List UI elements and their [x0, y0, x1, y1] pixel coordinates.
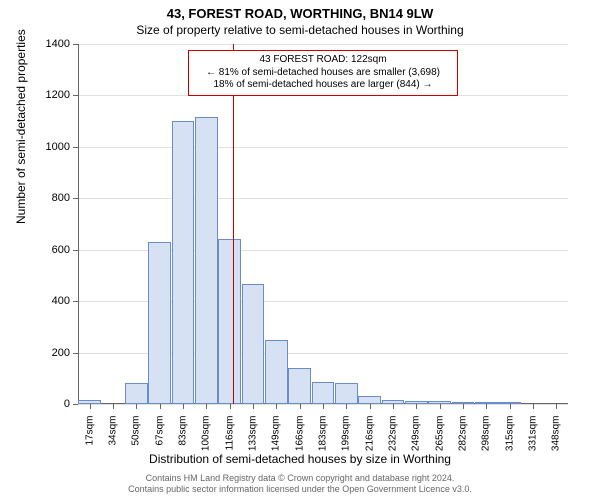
x-tick-mark [206, 404, 207, 409]
histogram-bar [265, 340, 288, 404]
x-tick-mark [393, 404, 394, 409]
x-tick-mark [463, 404, 464, 409]
histogram-bar [358, 396, 381, 404]
footer-line-1: Contains HM Land Registry data © Crown c… [0, 473, 600, 485]
x-tick-mark [416, 404, 417, 409]
chart-title-main: 43, FOREST ROAD, WORTHING, BN14 9LW [0, 0, 600, 21]
histogram-bar [288, 368, 311, 404]
y-tick-label: 800 [52, 192, 70, 204]
x-tick-label: 116sqm [224, 416, 235, 451]
x-tick-mark [90, 404, 91, 409]
x-tick-label: 232sqm [388, 416, 399, 452]
x-axis-label: Distribution of semi-detached houses by … [0, 452, 600, 466]
x-tick-mark [486, 404, 487, 409]
x-tick-label: 216sqm [364, 416, 375, 452]
gridline-h [78, 198, 568, 199]
x-tick-label: 166sqm [294, 416, 305, 452]
x-tick-mark [136, 404, 137, 409]
y-axis-label: Number of semi-detached properties [14, 29, 28, 224]
gridline-h [78, 95, 568, 96]
callout-line-2: ← 81% of semi-detached houses are smalle… [195, 67, 451, 80]
histogram-bar [125, 383, 148, 404]
y-tick-label: 1000 [46, 141, 70, 153]
x-tick-mark [346, 404, 347, 409]
gridline-h [78, 147, 568, 148]
histogram-bar [218, 239, 241, 404]
x-tick-label: 133sqm [248, 416, 259, 452]
histogram-bar [172, 121, 195, 404]
x-tick-label: 50sqm [131, 416, 142, 446]
x-tick-mark [510, 404, 511, 409]
histogram-bar [148, 242, 171, 404]
x-tick-label: 17sqm [84, 416, 95, 446]
x-tick-label: 67sqm [154, 416, 165, 446]
x-tick-mark [370, 404, 371, 409]
y-tick-label: 400 [52, 295, 70, 307]
x-tick-label: 315sqm [504, 416, 515, 452]
histogram-bar [242, 284, 265, 404]
y-tick-label: 600 [52, 244, 70, 256]
y-tick-mark [73, 404, 78, 405]
x-tick-mark [300, 404, 301, 409]
gridline-h [78, 44, 568, 45]
y-tick-label: 200 [52, 347, 70, 359]
callout-line-1: 43 FOREST ROAD: 122sqm [195, 54, 451, 67]
footer-attribution: Contains HM Land Registry data © Crown c… [0, 473, 600, 496]
y-axis-line [78, 44, 79, 404]
x-tick-label: 265sqm [434, 416, 445, 452]
x-tick-label: 249sqm [411, 416, 422, 452]
x-tick-mark [323, 404, 324, 409]
x-tick-mark [253, 404, 254, 409]
callout-box: 43 FOREST ROAD: 122sqm← 81% of semi-deta… [188, 50, 458, 96]
x-tick-label: 298sqm [481, 416, 492, 452]
y-tick-label: 1400 [46, 38, 70, 50]
chart-title-sub: Size of property relative to semi-detach… [0, 21, 600, 37]
x-tick-label: 100sqm [201, 416, 212, 452]
x-tick-label: 348sqm [551, 416, 562, 452]
x-tick-mark [533, 404, 534, 409]
x-tick-mark [183, 404, 184, 409]
x-tick-label: 331sqm [528, 416, 539, 452]
histogram-bar [335, 383, 358, 404]
x-tick-label: 149sqm [271, 416, 282, 452]
x-tick-mark [113, 404, 114, 409]
histogram-bar [195, 117, 218, 404]
reference-line [233, 44, 234, 404]
x-tick-mark [160, 404, 161, 409]
chart-plot-area: 020040060080010001200140017sqm34sqm50sqm… [78, 44, 568, 404]
x-tick-label: 183sqm [318, 416, 329, 452]
x-tick-mark [276, 404, 277, 409]
x-tick-mark [440, 404, 441, 409]
footer-line-2: Contains public sector information licen… [0, 484, 600, 496]
x-tick-label: 34sqm [108, 416, 119, 446]
callout-line-3: 18% of semi-detached houses are larger (… [195, 79, 451, 92]
x-tick-label: 83sqm [178, 416, 189, 446]
y-tick-label: 0 [64, 398, 70, 410]
histogram-bar [312, 382, 335, 404]
y-tick-label: 1200 [46, 89, 70, 101]
x-tick-mark [556, 404, 557, 409]
x-tick-label: 282sqm [458, 416, 469, 452]
x-tick-label: 199sqm [341, 416, 352, 452]
x-tick-mark [230, 404, 231, 409]
